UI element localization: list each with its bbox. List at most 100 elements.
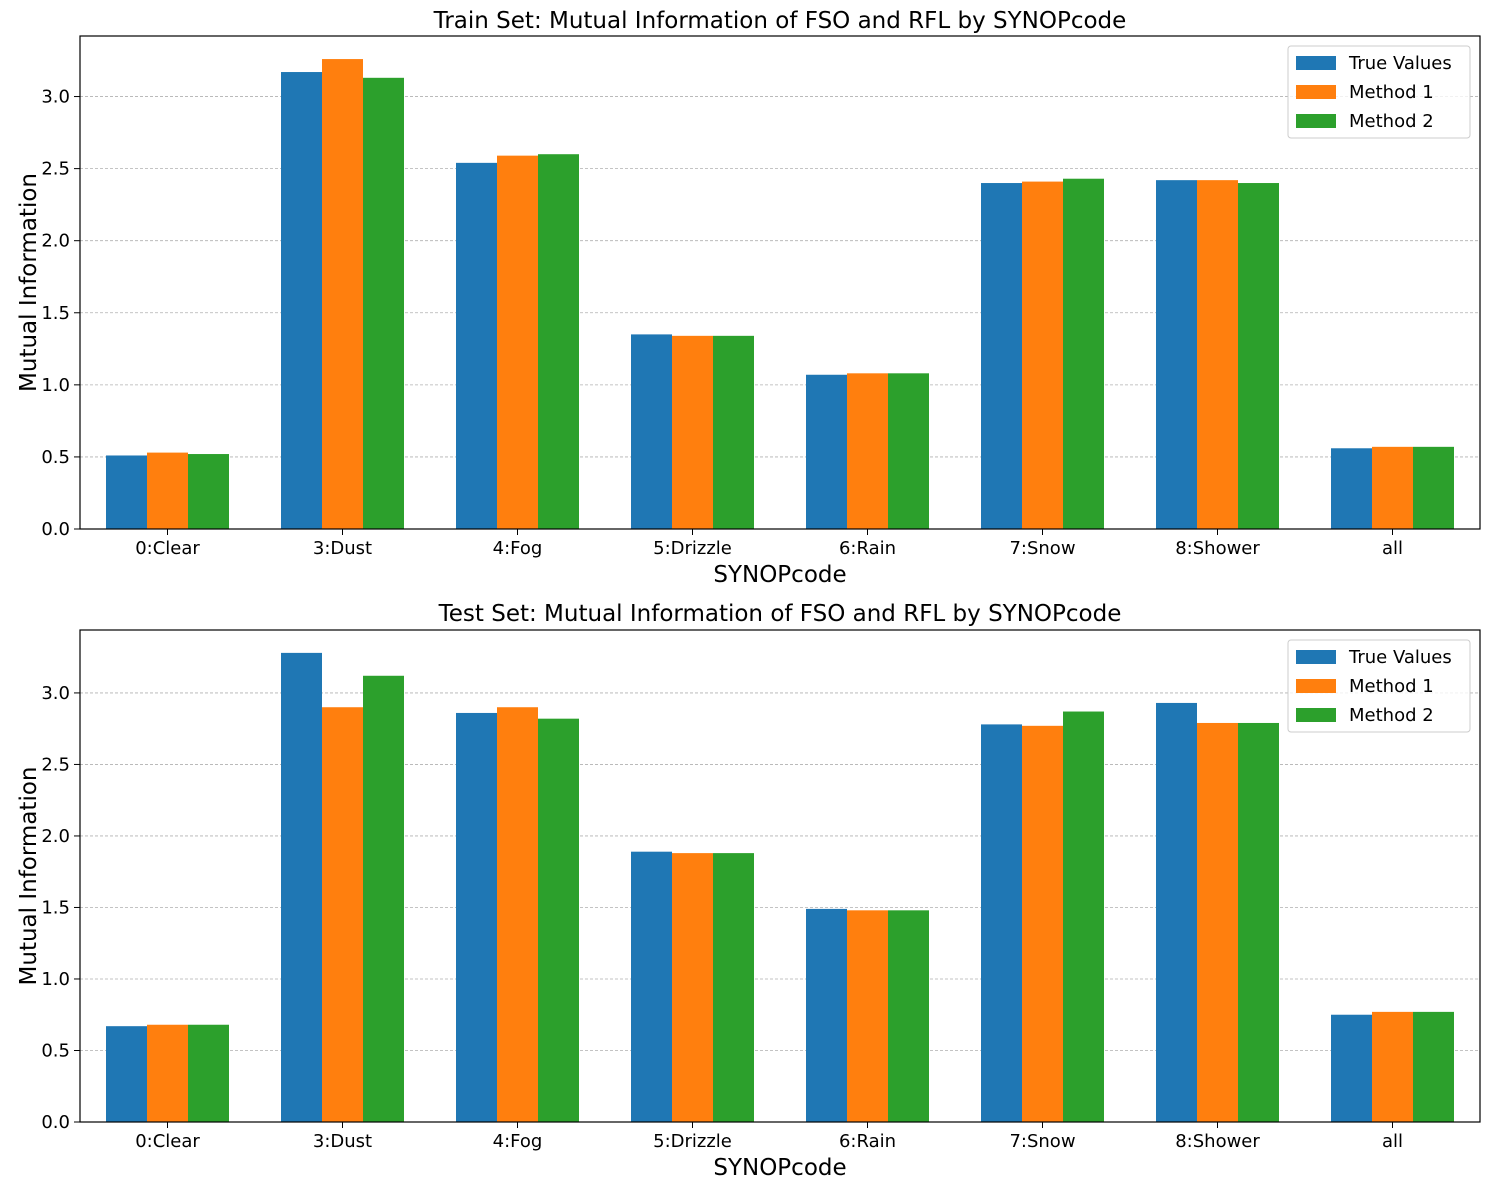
bar-method-1-6-rain	[847, 373, 888, 529]
bar-method-2-0-clear	[188, 1024, 229, 1122]
y-tick-label: 0.5	[41, 447, 70, 468]
x-tick-label: all	[1382, 538, 1403, 559]
legend-swatch	[1296, 85, 1336, 99]
bar-method-1-5-drizzle	[672, 853, 713, 1122]
bar-true-values-8-shower	[1156, 702, 1197, 1122]
bar-method-1-all	[1372, 446, 1413, 529]
bar-true-values-5-drizzle	[631, 851, 672, 1122]
bar-method-2-6-rain	[888, 373, 929, 529]
bar-method-2-0-clear	[188, 454, 229, 529]
bar-method-1-0-clear	[147, 1024, 188, 1122]
x-tick-label: all	[1382, 1131, 1403, 1152]
bar-method-1-all	[1372, 1011, 1413, 1122]
legend-label: Method 2	[1349, 111, 1434, 132]
bar-true-values-4-fog	[456, 712, 497, 1122]
y-tick-label: 2.5	[41, 159, 70, 180]
bar-method-1-0-clear	[147, 452, 188, 529]
bar-true-values-6-rain	[806, 374, 847, 529]
bar-method-2-all	[1413, 446, 1454, 529]
y-tick-label: 1.5	[41, 897, 70, 918]
chart-title: Test Set: Mutual Information of FSO and …	[438, 601, 1122, 627]
x-tick-label: 8:Shower	[1175, 538, 1260, 559]
x-axis-label: SYNOPcode	[713, 562, 846, 588]
y-tick-label: 2.0	[41, 231, 70, 252]
y-axis-label: Mutual Information	[16, 173, 42, 392]
bar-method-2-3-dust	[363, 77, 404, 530]
y-tick-label: 3.0	[41, 87, 70, 108]
legend-swatch	[1296, 708, 1336, 722]
bar-method-2-8-shower	[1238, 722, 1279, 1122]
bar-method-2-7-snow	[1063, 711, 1104, 1122]
subplot-1: 0.0 0.5 1.0 1.5 2.0 2.5 3.0 0:Clear 3:Dust 4:Fog 5…	[16, 8, 1481, 588]
y-tick-label: 2.0	[41, 826, 70, 847]
legend: True Values Method 1 Method 2	[1287, 639, 1471, 733]
legend-label: True Values	[1348, 53, 1452, 74]
bar-method-1-7-snow	[1022, 725, 1063, 1122]
x-axis-label: SYNOPcode	[713, 1155, 846, 1181]
legend-label: Method 1	[1349, 82, 1434, 103]
x-tick-label: 4:Fog	[493, 538, 543, 559]
x-tick-label: 0:Clear	[135, 1131, 200, 1152]
y-tick-label: 1.5	[41, 303, 70, 324]
bar-method-2-5-drizzle	[713, 335, 754, 529]
x-tick-label: 5:Drizzle	[653, 1131, 732, 1152]
plot-frame	[79, 35, 1481, 530]
bar-method-2-4-fog	[538, 718, 579, 1122]
x-tick-label: 8:Shower	[1175, 1131, 1260, 1152]
bar-method-1-7-snow	[1022, 181, 1063, 529]
bar-method-1-3-dust	[322, 59, 363, 529]
bar-method-2-5-drizzle	[713, 853, 754, 1122]
bar-method-2-8-shower	[1238, 183, 1279, 529]
bar-method-1-4-fog	[497, 707, 538, 1122]
bar-true-values-0-clear	[106, 1026, 147, 1122]
legend-swatch	[1296, 650, 1336, 664]
x-tick-label: 3:Dust	[313, 538, 372, 559]
chart-title: Train Set: Mutual Information of FSO and…	[433, 8, 1127, 34]
plot-frame	[79, 629, 1481, 1123]
bar-true-values-7-snow	[981, 724, 1022, 1122]
x-tick-label: 3:Dust	[313, 1131, 372, 1152]
legend-swatch	[1296, 679, 1336, 693]
legend-label: Method 2	[1349, 705, 1434, 726]
bar-method-1-8-shower	[1197, 722, 1238, 1122]
bar-method-2-6-rain	[888, 910, 929, 1122]
x-tick-label: 6:Rain	[839, 538, 896, 559]
bar-method-1-8-shower	[1197, 180, 1238, 530]
bar-method-1-4-fog	[497, 155, 538, 530]
bar-method-1-5-drizzle	[672, 335, 713, 529]
bar-true-values-7-snow	[981, 183, 1022, 529]
bar-true-values-3-dust	[281, 72, 322, 529]
legend-label: Method 1	[1349, 676, 1434, 697]
bar-true-values-5-drizzle	[631, 334, 672, 529]
y-axis-label: Mutual Information	[16, 767, 42, 986]
bar-method-2-all	[1413, 1011, 1454, 1122]
x-tick-label: 4:Fog	[493, 1131, 543, 1152]
x-tick-label: 6:Rain	[839, 1131, 896, 1152]
x-tick-label: 5:Drizzle	[653, 538, 732, 559]
legend: True Values Method 1 Method 2	[1287, 45, 1471, 139]
y-tick-label: 1.0	[41, 969, 70, 990]
bar-method-1-3-dust	[322, 707, 363, 1122]
y-tick-label: 0.0	[41, 1112, 70, 1133]
y-tick-label: 1.0	[41, 375, 70, 396]
legend-label: True Values	[1348, 647, 1452, 668]
y-tick-label: 0.0	[41, 519, 70, 540]
y-tick-label: 0.5	[41, 1040, 70, 1061]
bar-method-2-3-dust	[363, 675, 404, 1122]
x-tick-label: 7:Snow	[1009, 1131, 1075, 1152]
bar-true-values-8-shower	[1156, 180, 1197, 530]
legend-swatch	[1296, 114, 1336, 128]
x-tick-label: 0:Clear	[135, 538, 200, 559]
x-tick-label: 7:Snow	[1009, 538, 1075, 559]
bar-true-values-6-rain	[806, 908, 847, 1122]
bar-true-values-0-clear	[106, 455, 147, 529]
y-tick-label: 3.0	[41, 683, 70, 704]
y-tick-label: 2.5	[41, 754, 70, 775]
legend-swatch	[1296, 56, 1336, 70]
bar-method-1-6-rain	[847, 910, 888, 1122]
bar-true-values-3-dust	[281, 652, 322, 1122]
bar-method-2-7-snow	[1063, 178, 1104, 530]
bar-true-values-4-fog	[456, 162, 497, 529]
bar-true-values-all	[1331, 448, 1372, 529]
